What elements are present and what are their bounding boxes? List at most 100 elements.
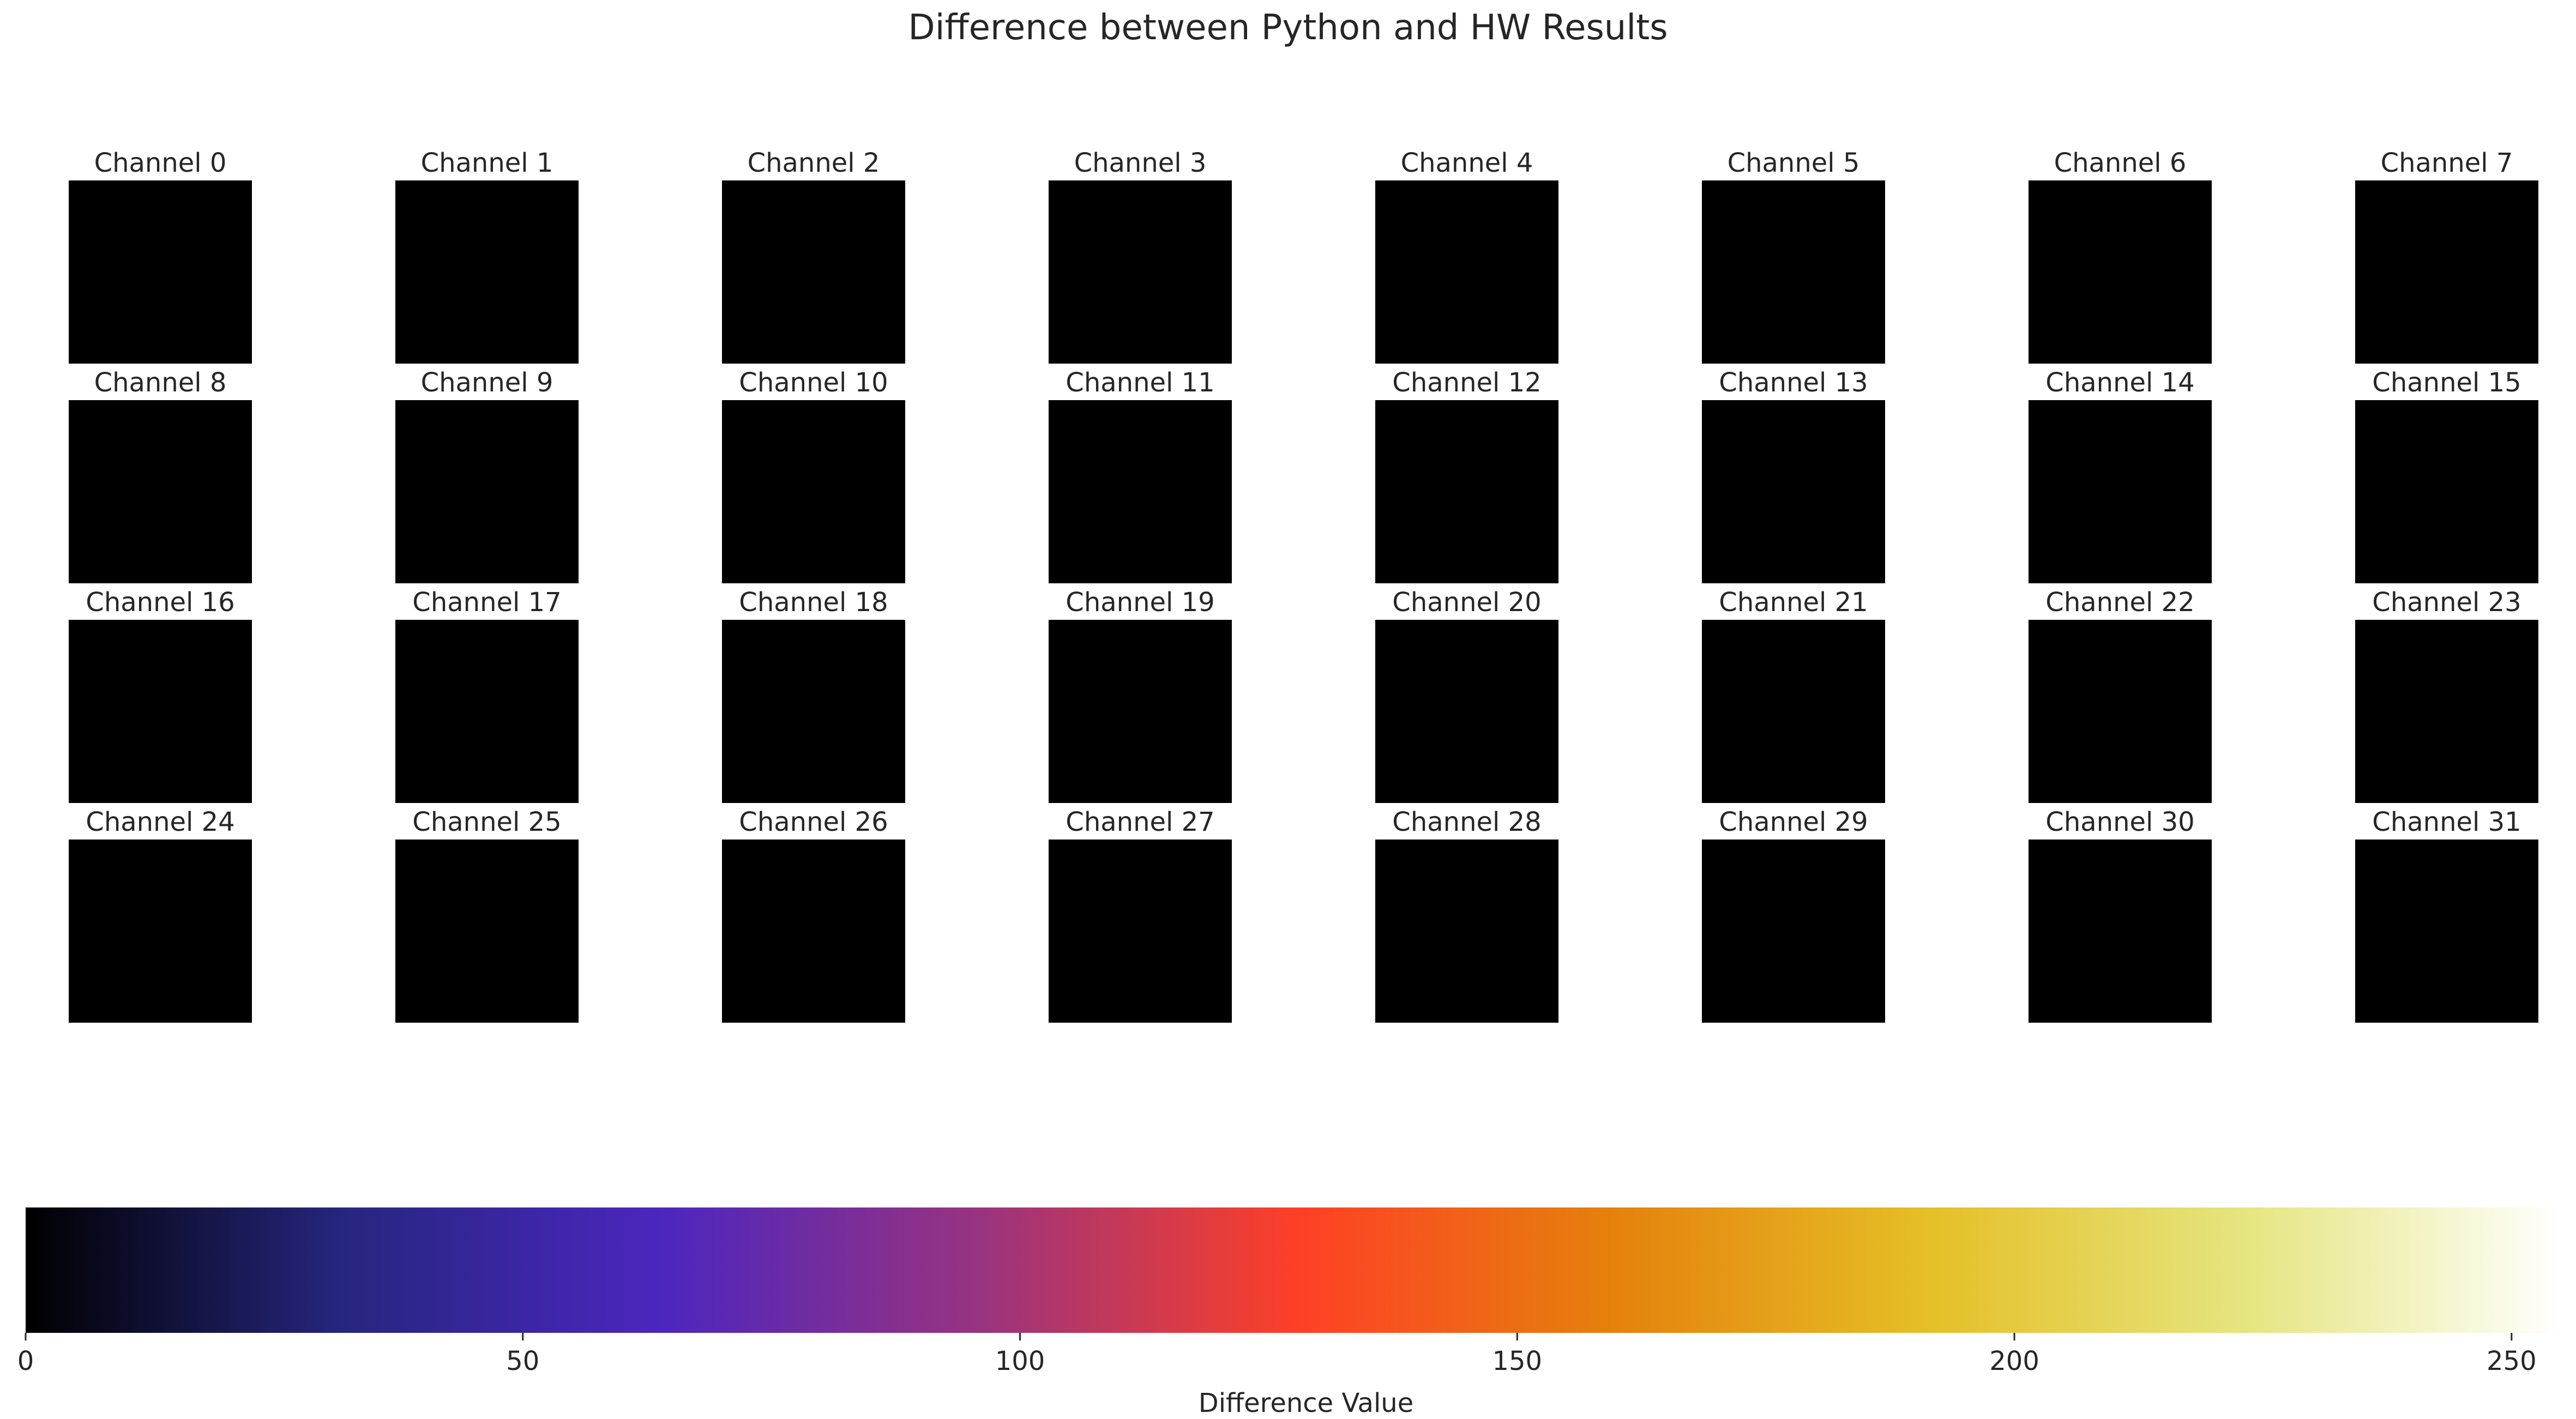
channel-heatmap <box>69 400 252 583</box>
channel-heatmap <box>395 180 579 364</box>
channel-title: Channel 6 <box>2054 148 2187 178</box>
channel-panel: Channel 18 <box>722 587 905 803</box>
channel-panel: Channel 19 <box>1049 587 1232 803</box>
chart-title: Difference between Python and HW Results <box>908 8 1668 48</box>
colorbar-tick-label: 150 <box>1492 1346 1542 1376</box>
channel-title: Channel 11 <box>1066 367 1214 398</box>
channel-panel: Channel 4 <box>1375 148 1558 364</box>
channel-heatmap <box>2355 840 2538 1023</box>
channel-panel: Channel 14 <box>2029 367 2212 583</box>
channel-panel: Channel 7 <box>2355 148 2538 364</box>
channel-panel: Channel 0 <box>69 148 252 364</box>
channel-heatmap <box>1702 840 1885 1023</box>
channel-panel: Channel 13 <box>1702 367 1885 583</box>
channel-heatmap <box>1375 400 1558 583</box>
channel-panel: Channel 20 <box>1375 587 1558 803</box>
channel-heatmap <box>1049 840 1232 1023</box>
channel-panel: Channel 10 <box>722 367 905 583</box>
channel-panel: Channel 30 <box>2029 807 2212 1023</box>
channel-heatmap <box>1375 840 1558 1023</box>
channel-title: Channel 15 <box>2372 367 2521 398</box>
colorbar-tick-label: 50 <box>506 1346 539 1376</box>
colorbar-ticks: 0 50 100 150 200 250 <box>17 1333 2537 1376</box>
colorbar-label: Difference Value <box>1199 1388 1414 1418</box>
channel-panel: Channel 26 <box>722 807 905 1023</box>
channel-panel: Channel 17 <box>395 587 579 803</box>
colorbar-tick-label: 100 <box>995 1346 1045 1376</box>
channel-title: Channel 18 <box>739 587 888 618</box>
channel-title: Channel 3 <box>1074 148 1207 178</box>
channel-panel: Channel 25 <box>395 807 579 1023</box>
channel-title: Channel 4 <box>1401 148 1533 178</box>
channel-heatmap <box>722 180 905 364</box>
channel-title: Channel 29 <box>1719 807 1868 837</box>
channel-title: Channel 25 <box>412 807 561 837</box>
channel-heatmap <box>69 620 252 803</box>
channel-panel: Channel 16 <box>69 587 252 803</box>
channel-heatmap <box>2355 400 2538 583</box>
channel-title: Channel 31 <box>2372 807 2521 837</box>
channel-heatmap <box>395 840 579 1023</box>
channel-title: Channel 13 <box>1719 367 1868 398</box>
channel-heatmap <box>1702 400 1885 583</box>
channel-title: Channel 24 <box>86 807 234 837</box>
channel-panel: Channel 27 <box>1049 807 1232 1023</box>
channel-panel: Channel 9 <box>395 367 579 583</box>
colorbar-tick-label: 200 <box>1989 1346 2039 1376</box>
channel-title: Channel 9 <box>421 367 553 398</box>
channel-heatmap <box>2029 400 2212 583</box>
channel-panel: Channel 11 <box>1049 367 1232 583</box>
channel-title: Channel 27 <box>1066 807 1214 837</box>
channel-panel: Channel 2 <box>722 148 905 364</box>
channel-heatmap <box>2355 620 2538 803</box>
channel-title: Channel 28 <box>1392 807 1541 837</box>
channel-heatmap <box>1049 620 1232 803</box>
channel-panel: Channel 29 <box>1702 807 1885 1023</box>
channel-title: Channel 26 <box>739 807 888 837</box>
channel-panels: Channel 0 Channel 1 Channel 2 Channel 3 Chan… <box>69 148 2538 1023</box>
channel-heatmap <box>1049 180 1232 364</box>
channel-heatmap <box>722 400 905 583</box>
channel-heatmap <box>722 840 905 1023</box>
channel-panel: Channel 28 <box>1375 807 1558 1023</box>
channel-heatmap <box>2355 180 2538 364</box>
colorbar-gradient <box>26 1207 2561 1333</box>
channel-heatmap <box>2029 840 2212 1023</box>
channel-title: Channel 19 <box>1066 587 1214 618</box>
channel-title: Channel 30 <box>2045 807 2194 837</box>
channel-heatmap <box>395 400 579 583</box>
channel-panel: Channel 6 <box>2029 148 2212 364</box>
channel-title: Channel 14 <box>2045 367 2194 398</box>
channel-heatmap <box>1375 180 1558 364</box>
channel-title: Channel 23 <box>2372 587 2521 618</box>
channel-panel: Channel 31 <box>2355 807 2538 1023</box>
channel-panel: Channel 5 <box>1702 148 1885 364</box>
channel-panel: Channel 22 <box>2029 587 2212 803</box>
channel-panel: Channel 24 <box>69 807 252 1023</box>
channel-title: Channel 2 <box>748 148 880 178</box>
colorbar-tick-label: 0 <box>17 1346 34 1376</box>
channel-heatmap <box>1375 620 1558 803</box>
channel-title: Channel 20 <box>1392 587 1541 618</box>
channel-title: Channel 1 <box>421 148 553 178</box>
channel-title: Channel 21 <box>1719 587 1868 618</box>
channel-heatmap <box>1049 400 1232 583</box>
channel-title: Channel 12 <box>1392 367 1541 398</box>
colorbar: 0 50 100 150 200 250 Difference Value <box>17 1207 2561 1418</box>
channel-title: Channel 8 <box>94 367 227 398</box>
channel-title: Channel 7 <box>2381 148 2513 178</box>
channel-heatmap <box>2029 180 2212 364</box>
channel-title: Channel 10 <box>739 367 888 398</box>
channel-panel: Channel 23 <box>2355 587 2538 803</box>
channel-title: Channel 5 <box>1728 148 1860 178</box>
channel-panel: Channel 12 <box>1375 367 1558 583</box>
channel-title: Channel 22 <box>2045 587 2194 618</box>
channel-heatmap <box>69 180 252 364</box>
channel-title: Channel 16 <box>86 587 234 618</box>
channel-title: Channel 17 <box>412 587 561 618</box>
colorbar-tick-label: 250 <box>2487 1346 2537 1376</box>
channel-title: Channel 0 <box>94 148 227 178</box>
channel-heatmap <box>2029 620 2212 803</box>
channel-heatmap <box>69 840 252 1023</box>
